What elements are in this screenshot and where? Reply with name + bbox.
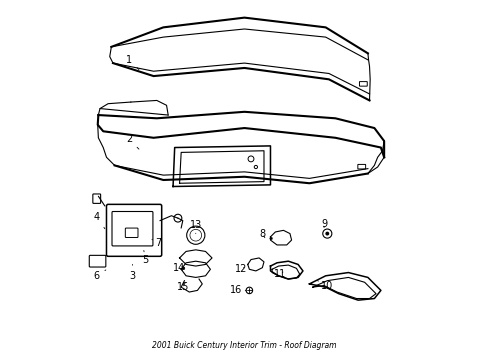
- Text: 2: 2: [126, 134, 139, 149]
- FancyBboxPatch shape: [125, 228, 138, 238]
- Text: 10: 10: [317, 280, 333, 291]
- FancyBboxPatch shape: [357, 165, 365, 169]
- Text: 4: 4: [94, 212, 104, 229]
- Text: 9: 9: [320, 219, 326, 229]
- Text: 2001 Buick Century Interior Trim - Roof Diagram: 2001 Buick Century Interior Trim - Roof …: [152, 342, 336, 351]
- Text: 16: 16: [230, 285, 245, 296]
- Text: 1: 1: [126, 55, 139, 69]
- Text: 8: 8: [259, 229, 265, 239]
- Text: 12: 12: [235, 264, 247, 274]
- Text: 11: 11: [274, 269, 286, 279]
- Circle shape: [182, 267, 184, 270]
- Text: 14: 14: [173, 263, 185, 273]
- Text: 7: 7: [152, 238, 161, 248]
- Text: 5: 5: [142, 251, 148, 265]
- FancyBboxPatch shape: [359, 82, 366, 86]
- Text: 6: 6: [94, 270, 105, 281]
- Text: 3: 3: [129, 265, 135, 281]
- Circle shape: [269, 237, 272, 240]
- Text: 15: 15: [176, 282, 188, 292]
- Text: 13: 13: [189, 220, 202, 234]
- FancyBboxPatch shape: [93, 194, 101, 203]
- Circle shape: [325, 231, 328, 235]
- FancyBboxPatch shape: [112, 212, 153, 246]
- FancyBboxPatch shape: [106, 204, 162, 256]
- FancyBboxPatch shape: [89, 255, 105, 267]
